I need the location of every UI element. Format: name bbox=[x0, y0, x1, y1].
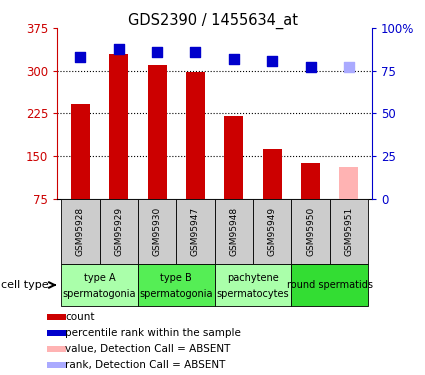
Text: spermatogonia: spermatogonia bbox=[139, 289, 213, 299]
Bar bbox=[215, 264, 291, 306]
Text: pachytene: pachytene bbox=[227, 273, 279, 283]
Bar bbox=[263, 149, 282, 242]
Text: GSM95951: GSM95951 bbox=[344, 207, 353, 256]
Point bbox=[269, 57, 275, 63]
Text: count: count bbox=[65, 312, 94, 322]
Bar bbox=[61, 264, 138, 306]
Bar bbox=[99, 199, 138, 264]
Text: GSM95948: GSM95948 bbox=[230, 207, 238, 256]
Text: round spermatids: round spermatids bbox=[287, 280, 373, 290]
Text: GSM95950: GSM95950 bbox=[306, 207, 315, 256]
Text: GSM95947: GSM95947 bbox=[191, 207, 200, 256]
Bar bbox=[147, 65, 167, 242]
Bar bbox=[215, 199, 253, 264]
Bar bbox=[47, 362, 66, 368]
Text: spermatocytes: spermatocytes bbox=[217, 289, 289, 299]
Point bbox=[192, 49, 199, 55]
Point bbox=[154, 49, 161, 55]
Point bbox=[230, 56, 237, 62]
Text: GSM95929: GSM95929 bbox=[114, 207, 123, 256]
Text: GSM95930: GSM95930 bbox=[153, 207, 162, 256]
Point bbox=[346, 64, 352, 70]
Point bbox=[307, 64, 314, 70]
Text: type B: type B bbox=[160, 273, 192, 283]
Bar bbox=[71, 104, 90, 242]
Bar bbox=[339, 168, 358, 242]
Bar bbox=[301, 163, 320, 242]
Bar bbox=[138, 264, 215, 306]
Bar bbox=[291, 199, 330, 264]
Bar bbox=[176, 199, 215, 264]
Bar bbox=[186, 72, 205, 242]
Bar bbox=[330, 199, 368, 264]
Text: GSM95949: GSM95949 bbox=[268, 207, 277, 256]
Text: rank, Detection Call = ABSENT: rank, Detection Call = ABSENT bbox=[65, 360, 225, 370]
Bar bbox=[253, 199, 291, 264]
Bar bbox=[47, 315, 66, 320]
Bar bbox=[47, 330, 66, 336]
Bar bbox=[224, 116, 244, 242]
Point bbox=[77, 54, 84, 60]
Text: value, Detection Call = ABSENT: value, Detection Call = ABSENT bbox=[65, 344, 230, 354]
Text: GSM95928: GSM95928 bbox=[76, 207, 85, 256]
Bar bbox=[138, 199, 176, 264]
Bar bbox=[47, 346, 66, 352]
Text: percentile rank within the sample: percentile rank within the sample bbox=[65, 328, 241, 338]
Text: spermatogonia: spermatogonia bbox=[63, 289, 136, 299]
Bar bbox=[291, 264, 368, 306]
Point bbox=[115, 46, 122, 52]
Text: cell type: cell type bbox=[1, 280, 49, 290]
Bar bbox=[109, 54, 128, 242]
Bar bbox=[61, 199, 99, 264]
Text: type A: type A bbox=[84, 273, 115, 283]
Text: GDS2390 / 1455634_at: GDS2390 / 1455634_at bbox=[128, 13, 298, 29]
